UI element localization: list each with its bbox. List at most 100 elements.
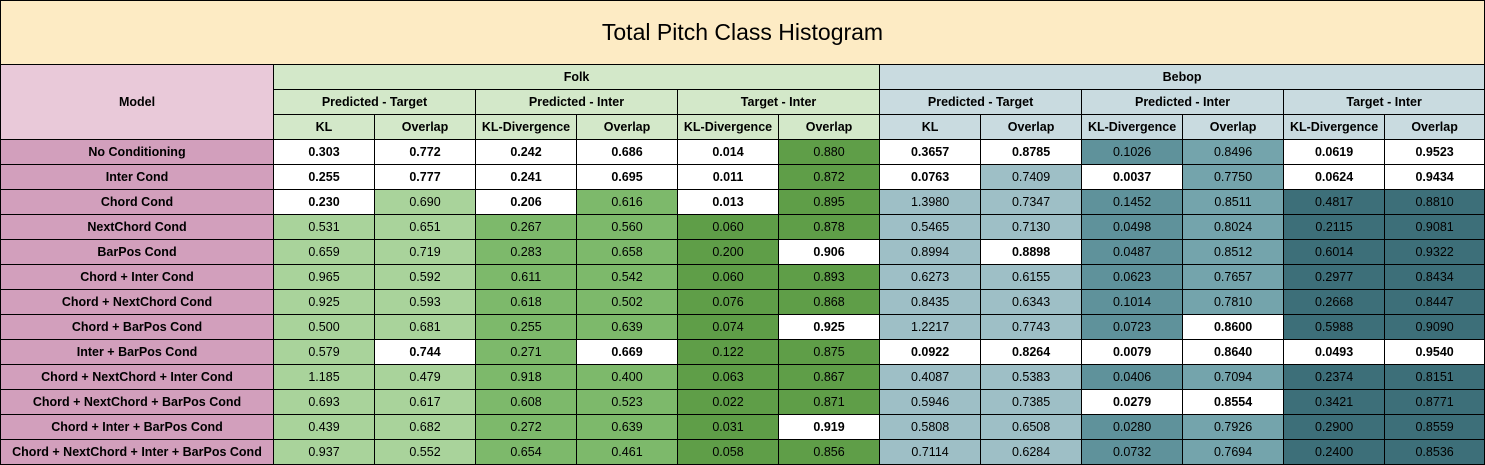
value-cell: 0.267 bbox=[475, 214, 577, 240]
metric-header: Overlap bbox=[1182, 114, 1285, 140]
subgroup-header: Predicted - Target bbox=[273, 89, 476, 115]
value-cell: 0.744 bbox=[374, 339, 476, 365]
value-cell: 0.918 bbox=[475, 364, 577, 390]
value-cell: 0.872 bbox=[777, 164, 881, 190]
value-cell: 0.658 bbox=[576, 239, 678, 265]
value-cell: 0.8898 bbox=[980, 239, 1083, 265]
value-cell: 0.0498 bbox=[1081, 214, 1184, 240]
value-cell: 0.8512 bbox=[1182, 239, 1285, 265]
value-cell: 0.8151 bbox=[1384, 364, 1485, 390]
value-cell: 0.7810 bbox=[1182, 289, 1285, 315]
group-header-row: Model Folk Bebop bbox=[0, 64, 1485, 140]
value-cell: 0.031 bbox=[677, 414, 779, 440]
value-cell: 0.2900 bbox=[1283, 414, 1386, 440]
value-cell: 0.560 bbox=[576, 214, 678, 240]
table-row: NextChord Cond 0.531 0.651 0.267 0.560 0.060 0… bbox=[0, 214, 1485, 240]
group-header-folk: Folk bbox=[272, 64, 881, 90]
value-cell: 0.7347 bbox=[980, 189, 1083, 215]
value-cell: 0.8434 bbox=[1384, 264, 1485, 290]
model-column-header: Model bbox=[0, 64, 274, 140]
value-cell: 0.122 bbox=[677, 339, 779, 365]
subgroup-header: Target - Inter bbox=[1283, 89, 1485, 115]
value-cell: 0.7094 bbox=[1182, 364, 1285, 390]
value-cell: 0.9090 bbox=[1384, 314, 1485, 340]
value-cell: 0.659 bbox=[273, 239, 375, 265]
model-name-cell: Chord + NextChord + BarPos Cond bbox=[0, 389, 274, 415]
value-cell: 0.1014 bbox=[1081, 289, 1184, 315]
value-cell: 0.0723 bbox=[1081, 314, 1184, 340]
table-row: Chord + Inter Cond 0.965 0.592 0.611 0.542 0.… bbox=[0, 264, 1485, 290]
metric-header: Overlap bbox=[374, 114, 476, 140]
value-cell: 0.439 bbox=[273, 414, 375, 440]
value-cell: 0.7130 bbox=[980, 214, 1083, 240]
value-cell: 0.611 bbox=[475, 264, 577, 290]
value-cell: 0.8600 bbox=[1182, 314, 1285, 340]
value-cell: 0.0493 bbox=[1283, 339, 1386, 365]
model-name-cell: Chord + NextChord + Inter Cond bbox=[0, 364, 274, 390]
value-cell: 0.7385 bbox=[980, 389, 1083, 415]
value-cell: 0.681 bbox=[374, 314, 476, 340]
value-cell: 0.060 bbox=[677, 264, 779, 290]
value-cell: 0.682 bbox=[374, 414, 476, 440]
value-cell: 0.8554 bbox=[1182, 389, 1285, 415]
subgroup-header: Predicted - Inter bbox=[1081, 89, 1285, 115]
value-cell: 0.690 bbox=[374, 189, 476, 215]
table-row: Chord + NextChord Cond 0.925 0.593 0.618 0.5… bbox=[0, 289, 1485, 315]
value-cell: 0.0037 bbox=[1081, 164, 1184, 190]
value-cell: 0.9540 bbox=[1384, 339, 1485, 365]
value-cell: 0.608 bbox=[475, 389, 577, 415]
value-cell: 0.925 bbox=[273, 289, 375, 315]
value-cell: 0.8810 bbox=[1384, 189, 1485, 215]
value-cell: 0.0079 bbox=[1081, 339, 1184, 365]
value-cell: 0.9322 bbox=[1384, 239, 1485, 265]
value-cell: 0.895 bbox=[777, 189, 881, 215]
value-cell: 0.271 bbox=[475, 339, 577, 365]
value-cell: 0.8640 bbox=[1182, 339, 1285, 365]
subgroup-header-row: Predicted - Target Predicted - Inter Tar… bbox=[1, 89, 1485, 115]
model-name-cell: Inter Cond bbox=[0, 164, 274, 190]
model-name-cell: Chord + NextChord + Inter + BarPos Cond bbox=[0, 439, 274, 465]
value-cell: 0.242 bbox=[475, 139, 577, 165]
table-row: Chord + Inter + BarPos Cond 0.439 0.682 0.2… bbox=[0, 414, 1485, 440]
table-row: Chord + NextChord + Inter + BarPos Cond 0… bbox=[0, 439, 1485, 465]
value-cell: 0.639 bbox=[576, 414, 678, 440]
value-cell: 0.2400 bbox=[1283, 439, 1386, 465]
value-cell: 0.2977 bbox=[1283, 264, 1386, 290]
value-cell: 0.7657 bbox=[1182, 264, 1285, 290]
value-cell: 0.0763 bbox=[879, 164, 982, 190]
value-cell: 0.230 bbox=[273, 189, 375, 215]
table-row: No Conditioning 0.303 0.772 0.242 0.686 0.014… bbox=[0, 139, 1485, 165]
table-title: Total Pitch Class Histogram bbox=[0, 0, 1485, 65]
value-cell: 0.0623 bbox=[1081, 264, 1184, 290]
value-cell: 0.856 bbox=[777, 439, 881, 465]
value-cell: 1.3980 bbox=[879, 189, 982, 215]
value-cell: 0.7743 bbox=[980, 314, 1083, 340]
model-name-cell: Chord + NextChord Cond bbox=[0, 289, 274, 315]
value-cell: 0.772 bbox=[374, 139, 476, 165]
value-cell: 0.0624 bbox=[1283, 164, 1386, 190]
value-cell: 0.9081 bbox=[1384, 214, 1485, 240]
value-cell: 1.185 bbox=[273, 364, 375, 390]
model-name-cell: Chord + Inter + BarPos Cond bbox=[0, 414, 274, 440]
value-cell: 1.2217 bbox=[879, 314, 982, 340]
metric-header: KL bbox=[273, 114, 375, 140]
value-cell: 0.058 bbox=[677, 439, 779, 465]
value-cell: 0.8435 bbox=[879, 289, 982, 315]
value-cell: 0.7694 bbox=[1182, 439, 1285, 465]
value-cell: 0.4087 bbox=[879, 364, 982, 390]
value-cell: 0.8264 bbox=[980, 339, 1083, 365]
value-cell: 0.9434 bbox=[1384, 164, 1485, 190]
value-cell: 0.719 bbox=[374, 239, 476, 265]
value-cell: 0.400 bbox=[576, 364, 678, 390]
value-cell: 0.5465 bbox=[879, 214, 982, 240]
value-cell: 0.206 bbox=[475, 189, 577, 215]
value-cell: 0.0487 bbox=[1081, 239, 1184, 265]
value-cell: 0.014 bbox=[677, 139, 779, 165]
value-cell: 0.4817 bbox=[1283, 189, 1386, 215]
model-name-cell: Chord Cond bbox=[0, 189, 274, 215]
metric-header: Overlap bbox=[576, 114, 678, 140]
metric-header: Overlap bbox=[1384, 114, 1485, 140]
value-cell: 0.0279 bbox=[1081, 389, 1184, 415]
metric-header: KL bbox=[879, 114, 982, 140]
value-cell: 0.011 bbox=[677, 164, 779, 190]
